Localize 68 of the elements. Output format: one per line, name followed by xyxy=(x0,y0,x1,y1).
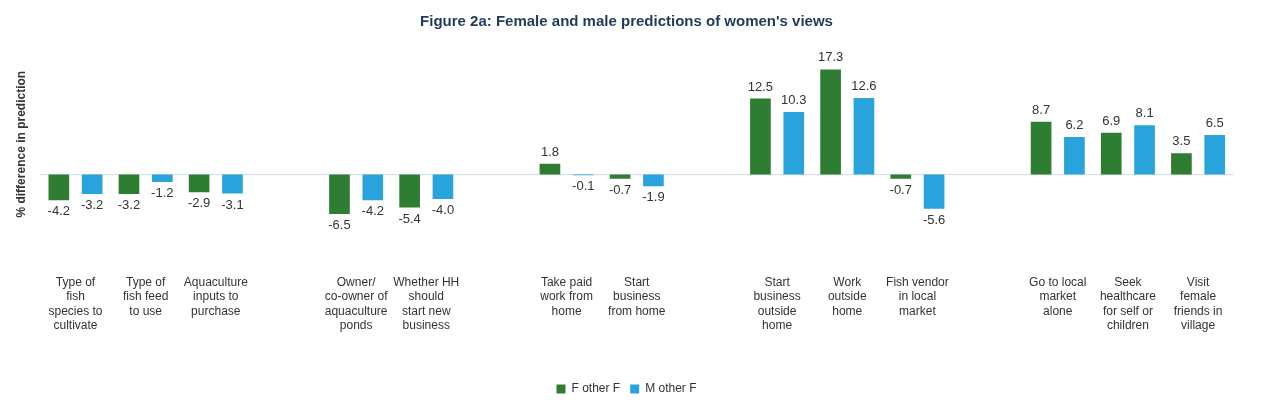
bar xyxy=(783,111,805,175)
data-label: 12.6 xyxy=(851,78,877,94)
x-tick-label: Go to local market alone xyxy=(1029,274,1087,318)
x-tick-label: Work outside home xyxy=(827,274,867,318)
bar xyxy=(1064,136,1085,175)
data-label: 6.9 xyxy=(1102,112,1121,128)
bar xyxy=(923,174,945,209)
bar xyxy=(1134,125,1155,175)
bar xyxy=(151,174,173,182)
x-tick-label: Start business from home xyxy=(608,274,666,318)
bar xyxy=(890,174,912,179)
x-tick-label: Owner/ co-owner of aquaculture ponds xyxy=(324,274,389,333)
bar xyxy=(48,174,70,201)
data-label: 1.8 xyxy=(540,143,559,159)
bar xyxy=(609,174,631,179)
x-tick-label: Take paid work from home xyxy=(539,274,593,318)
x-tick-label: Type of fish feed to use xyxy=(122,274,169,318)
bar xyxy=(329,174,350,215)
data-label: -3.1 xyxy=(221,196,244,212)
data-label: -3.2 xyxy=(80,197,104,213)
data-label: -0.7 xyxy=(889,181,912,197)
data-label: 10.3 xyxy=(781,92,807,108)
legend-label: F other F xyxy=(571,381,621,396)
bar xyxy=(1100,132,1122,175)
data-label: 8.7 xyxy=(1032,101,1051,117)
x-tick-label: Type of fish species to cultivate xyxy=(48,274,103,333)
x-tick-label: Aquaculture inputs to purchase xyxy=(183,274,249,318)
bar xyxy=(1030,121,1052,175)
bar xyxy=(539,163,561,175)
x-tick-label: Seek healthcare for self or children xyxy=(1099,274,1157,333)
data-label: -0.1 xyxy=(572,178,595,194)
bar xyxy=(853,97,875,175)
chart-title: Figure 2a: Female and male predictions of women's views xyxy=(420,12,833,30)
bar xyxy=(118,174,140,195)
bar xyxy=(222,174,243,194)
data-label: -1.2 xyxy=(151,184,174,200)
bar xyxy=(820,69,841,175)
data-label: 17.3 xyxy=(817,49,844,65)
data-label: -0.7 xyxy=(608,181,632,197)
bar xyxy=(399,174,420,208)
data-label: -4.2 xyxy=(47,203,71,219)
x-tick-label: Whether HH should start new business xyxy=(393,274,460,333)
data-label: -4.2 xyxy=(361,203,384,219)
data-label: 6.5 xyxy=(1205,115,1224,131)
x-tick-label: Start business outside home xyxy=(753,274,801,333)
data-label: -2.9 xyxy=(187,195,211,211)
data-label: -6.5 xyxy=(328,217,351,233)
data-label: -4.0 xyxy=(431,202,455,217)
bar xyxy=(1171,153,1192,175)
data-label: -3.2 xyxy=(117,197,141,213)
data-label: 12.5 xyxy=(747,78,774,94)
bar xyxy=(188,174,210,193)
bar xyxy=(1204,135,1226,175)
data-label: 3.5 xyxy=(1172,133,1191,149)
data-label: 8.1 xyxy=(1135,105,1154,121)
data-label: -1.9 xyxy=(642,189,665,205)
bar xyxy=(750,98,771,175)
y-axis-title: % difference in prediction xyxy=(13,70,28,218)
x-tick-label: Fish vendor in local market xyxy=(886,274,949,318)
legend-label: M other F xyxy=(645,381,697,396)
data-label: -5.4 xyxy=(398,210,421,226)
bar xyxy=(81,174,103,195)
bar xyxy=(643,174,664,187)
bar xyxy=(362,174,384,201)
x-tick-label: Visit female friends in village xyxy=(1173,274,1223,333)
data-label: 6.2 xyxy=(1065,116,1084,132)
data-label: -5.6 xyxy=(922,211,946,227)
bar xyxy=(432,174,454,199)
